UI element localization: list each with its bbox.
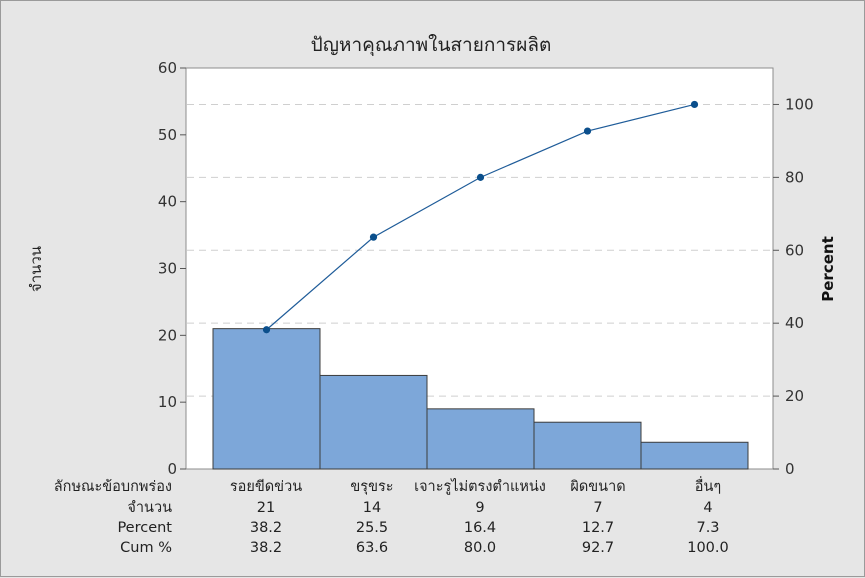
cumulative-point <box>690 100 699 109</box>
y-tick-label: 50 <box>158 126 177 144</box>
bar <box>426 408 535 470</box>
category-label: อื่นๆ <box>695 476 721 495</box>
bars <box>212 328 749 470</box>
y-right-tick-label: 60 <box>785 241 804 259</box>
y-tick-label: 0 <box>167 460 177 478</box>
bar <box>533 421 642 470</box>
y-right-tick-label: 80 <box>785 168 804 186</box>
y-right-tick-label: 20 <box>785 387 804 405</box>
table-cell: 12.7 <box>582 520 614 536</box>
table-cell: 14 <box>363 500 381 516</box>
table-cell: 16.4 <box>464 520 496 536</box>
table-cell: 63.6 <box>356 540 388 556</box>
table-cell: 7 <box>593 500 602 516</box>
bar <box>640 441 749 470</box>
category-label: ขรุขระ <box>350 479 393 495</box>
y-tick-label: 30 <box>158 260 177 278</box>
cumulative-point <box>583 127 592 135</box>
table-cell: 7.3 <box>696 520 719 536</box>
y-right-tick-label: 40 <box>785 314 804 332</box>
cumulative-point <box>369 233 378 241</box>
table-row-label: Percent <box>117 520 172 536</box>
y-right-tick-label: 100 <box>785 95 814 113</box>
table-cell: 21 <box>257 500 275 516</box>
table-row-label: จำนวน <box>127 500 172 516</box>
table-cell: 38.2 <box>250 540 282 556</box>
table-cell: 4 <box>703 500 712 516</box>
category-label: รอยขีดข่วน <box>230 478 302 495</box>
y-axis-label: จำนวน <box>27 246 45 292</box>
category-label: เจาะรูไม่ตรงตำแหน่ง <box>414 477 546 495</box>
cumulative-line <box>262 100 699 334</box>
y-tick-label: 40 <box>158 193 177 211</box>
y-tick-label: 20 <box>158 326 177 344</box>
category-label: ผิดขนาด <box>570 479 625 495</box>
cumulative-point <box>476 173 485 181</box>
table-cell: 25.5 <box>356 520 388 536</box>
table-cell: 80.0 <box>464 540 496 556</box>
table-header-label: ลักษณะข้อบกพร่อง <box>54 478 172 495</box>
table-cell: 100.0 <box>687 540 729 556</box>
data-table: ลักษณะข้อบกพร่อง รอยขีดข่วน ขรุขระ เจาะรูไม… <box>54 476 729 556</box>
y-tick-label: 60 <box>158 59 177 77</box>
cumulative-point <box>262 326 271 334</box>
table-cell: 9 <box>475 500 484 516</box>
table-cell: 92.7 <box>582 540 614 556</box>
y-tick-label: 10 <box>158 393 177 411</box>
y-axis-right-label: Percent <box>819 236 837 301</box>
y-right-tick-label: 0 <box>785 460 795 478</box>
bar <box>212 328 321 470</box>
table-cell: 38.2 <box>250 520 282 536</box>
table-row-label: Cum % <box>120 540 172 556</box>
axes: 0 10 20 30 40 50 60 0 20 40 60 80 100 <box>158 59 814 478</box>
chart-title: ปัญหาคุณภาพในสายการผลิต <box>311 34 552 57</box>
bar <box>319 374 428 470</box>
